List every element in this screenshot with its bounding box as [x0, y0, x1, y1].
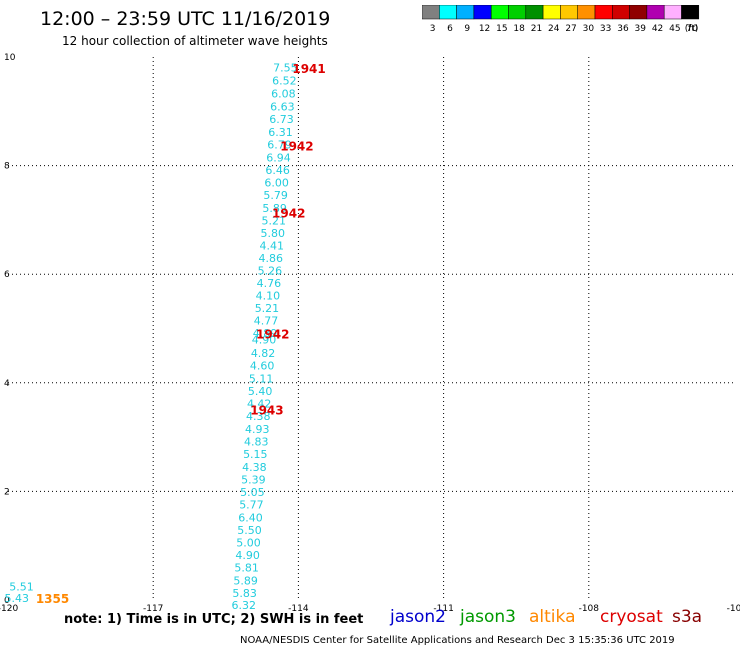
scale-label: 3 — [430, 24, 436, 34]
wave-height-point: 5.21 — [255, 302, 280, 315]
scale-label: 30 — [583, 24, 595, 34]
scale-label: 9 — [464, 24, 470, 34]
x-tick-label: -114 — [288, 604, 309, 614]
time-label: 1941 — [292, 62, 325, 76]
wave-height-point: 4.38 — [246, 410, 271, 423]
wave-height-point: 4.77 — [254, 314, 279, 327]
y-tick-label: 0 — [4, 596, 10, 606]
wave-height-point: 5.89 — [262, 202, 287, 215]
x-tick-label: -120 — [0, 604, 18, 614]
time-label: 1355 — [36, 592, 69, 606]
wave-height-point: 5.15 — [243, 448, 268, 461]
scale-label: 12 — [479, 24, 490, 34]
wave-height-point: 5.77 — [239, 498, 264, 511]
scale-label: 42 — [652, 24, 663, 34]
wave-height-point: 5.83 — [232, 587, 257, 600]
scale-label: 45 — [669, 24, 680, 34]
legend-jason2: jason2 — [390, 607, 446, 627]
wave-height-point: 6.31 — [268, 126, 293, 139]
footnote: note: 1) Time is in UTC; 2) SWH is in fe… — [64, 612, 364, 627]
wave-height-point: 5.80 — [260, 227, 285, 240]
wave-height-point: 6.73 — [269, 113, 294, 126]
scale-label: 18 — [513, 24, 525, 34]
wave-height-point: 6.40 — [238, 511, 263, 524]
x-tick-label: -108 — [579, 604, 600, 614]
scale-label: 36 — [617, 24, 629, 34]
wave-height-point: 4.83 — [244, 435, 269, 448]
wave-height-point: 4.10 — [256, 289, 281, 302]
scale-label: 15 — [496, 24, 507, 34]
wave-height-point: 5.39 — [241, 473, 266, 486]
wave-height-point: 5.00 — [236, 536, 261, 549]
wave-height-point: 4.90 — [252, 333, 277, 346]
y-tick-label: 6 — [4, 270, 10, 280]
wave-height-point: 5.81 — [234, 561, 259, 574]
y-tick-label: 10 — [4, 53, 16, 63]
wave-height-point: 6.32 — [231, 599, 256, 612]
wave-height-point: 4.60 — [250, 359, 275, 372]
scale-label: 33 — [600, 24, 611, 34]
credit-line: NOAA/NESDIS Center for Satellite Applica… — [240, 635, 675, 646]
y-tick-label: 2 — [4, 487, 10, 497]
scale-label: 39 — [635, 24, 647, 34]
wave-height-point: 6.08 — [271, 87, 296, 100]
wave-height-point: 5.21 — [261, 214, 286, 227]
wave-height-point: 5.50 — [237, 524, 262, 537]
time-label: 1942 — [256, 327, 289, 341]
legend-s3a: s3a — [672, 607, 703, 627]
wave-height-point: 7.55 — [273, 61, 298, 74]
chart-title: 12:00 – 23:59 UTC 11/16/2019 — [40, 8, 331, 30]
scale-label: 70 — [686, 24, 698, 34]
y-tick-label: 8 — [4, 162, 10, 172]
wave-height-point: 5.11 — [249, 372, 274, 385]
wave-height-point: 5.05 — [240, 486, 265, 499]
x-tick-label: -10 — [727, 604, 740, 614]
time-label: 1942 — [272, 206, 305, 220]
scale-label: 21 — [531, 24, 542, 34]
wave-height-point: 6.79 — [267, 138, 292, 151]
x-tick-label: -117 — [143, 604, 163, 614]
wave-height-point: 4.41 — [260, 239, 285, 252]
wave-height-point: 6.46 — [265, 164, 290, 177]
wave-height-point: 6.94 — [266, 151, 291, 164]
wave-height-point: 5.40 — [248, 385, 273, 398]
wave-height-point: 5.89 — [233, 574, 258, 587]
wave-height-point: 4.93 — [245, 423, 270, 436]
wave-height-point: 4.89 — [253, 327, 278, 340]
wave-height-point: 5.43 — [4, 592, 29, 605]
scale-swatch — [681, 5, 700, 20]
wave-height-point: 5.26 — [258, 264, 283, 277]
legend-jason3: jason3 — [460, 607, 516, 627]
wave-height-point: 6.52 — [272, 74, 297, 87]
wave-height-point: 4.82 — [251, 347, 276, 360]
scale-label: 27 — [565, 24, 576, 34]
wave-height-point: 6.63 — [270, 100, 295, 113]
wave-height-point: 4.86 — [259, 252, 284, 265]
color-scale-legend: 3 6 9 12 15 18 21 24 27 30 33 36 39 42 45 70(ft) — [422, 5, 700, 34]
x-tick-label: -111 — [433, 604, 453, 614]
scale-label: 24 — [548, 24, 560, 34]
legend-altika: altika — [529, 607, 576, 627]
chart-subtitle: 12 hour collection of altimeter wave hei… — [62, 34, 328, 48]
wave-height-point: 4.90 — [235, 549, 260, 562]
wave-height-point: 6.00 — [264, 176, 289, 189]
y-tick-label: 4 — [4, 379, 10, 389]
wave-height-point: 4.76 — [257, 277, 282, 290]
legend-cryosat: cryosat — [600, 607, 663, 627]
wave-height-point: 5.79 — [263, 189, 288, 202]
wave-height-point: 4.42 — [247, 397, 272, 410]
time-label: 1943 — [250, 403, 283, 417]
scale-label: 6 — [447, 24, 453, 34]
wave-height-point: 5.51 — [9, 580, 34, 593]
wave-height-point: 4.38 — [242, 461, 267, 474]
time-label: 1942 — [280, 140, 313, 154]
scale-unit: (ft) — [685, 24, 699, 34]
